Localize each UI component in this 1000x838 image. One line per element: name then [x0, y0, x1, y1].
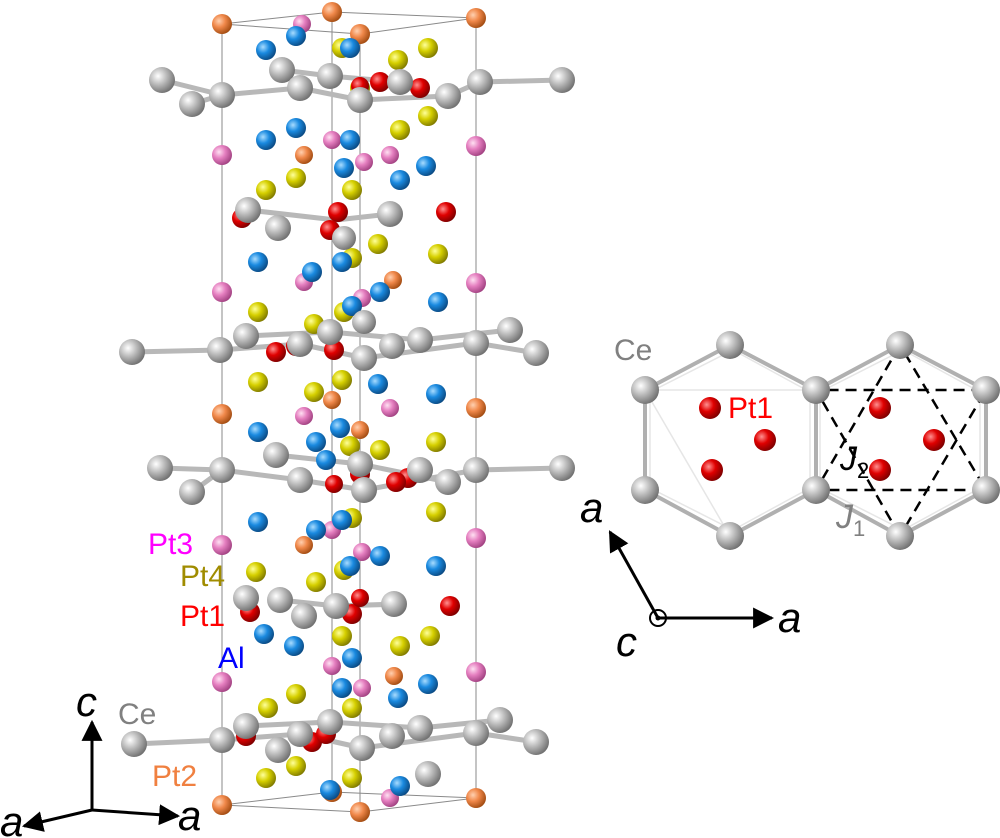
c-axis-dot — [655, 615, 661, 621]
ce-atoms — [119, 57, 575, 787]
right-axis-a-up-label: a — [580, 484, 603, 531]
j2-dashed-star — [813, 342, 989, 539]
right-axis-a-right-label: a — [778, 594, 801, 641]
pt4-atoms — [246, 38, 448, 788]
right-axes — [608, 530, 775, 629]
legend-pt2: Pt2 — [152, 760, 197, 793]
j2-label: J2 — [839, 440, 869, 483]
left-axis-c-label: c — [76, 678, 97, 725]
atoms-left — [119, 2, 575, 822]
legend-pt3: Pt3 — [148, 528, 193, 561]
right-label-ce: Ce — [614, 334, 652, 367]
left-axis-a-left-label: a — [0, 798, 23, 838]
right-axis-c-label: c — [616, 618, 637, 665]
pt1-atoms-right — [699, 397, 945, 481]
left-axis-a-right-label: a — [178, 792, 201, 838]
j1-label: J1 — [835, 498, 865, 541]
ce-atoms-right — [631, 331, 1000, 550]
right-label-pt1: Pt1 — [728, 392, 773, 425]
left-axes — [21, 719, 181, 832]
al-atoms — [248, 26, 448, 800]
legend-al: Al — [218, 642, 245, 675]
pt2-atoms — [212, 2, 486, 822]
legend-ce: Ce — [118, 698, 156, 731]
legend-pt4: Pt4 — [180, 560, 225, 593]
legend-pt1: Pt1 — [180, 600, 225, 633]
